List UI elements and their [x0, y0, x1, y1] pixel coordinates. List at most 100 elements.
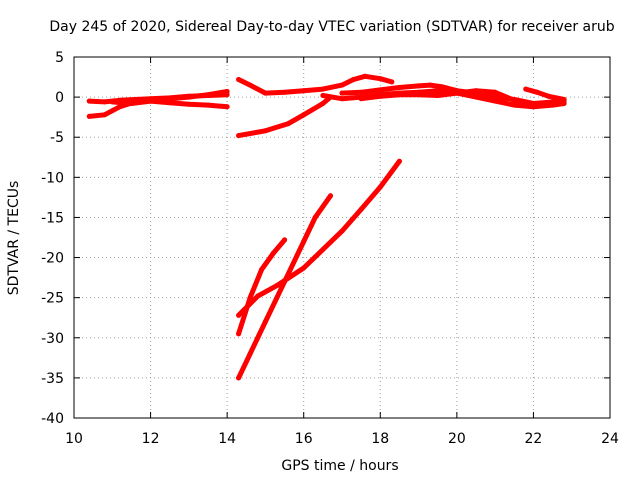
data-point: [320, 86, 326, 92]
x-tick-label: 24: [601, 431, 619, 447]
data-point: [377, 184, 383, 190]
series-line-arc-5: [236, 94, 333, 139]
y-tick-label: -40: [41, 411, 64, 427]
data-point: [236, 331, 242, 337]
series-line-arc-8: [358, 88, 536, 108]
data-point: [247, 82, 253, 88]
data-point: [186, 94, 192, 100]
y-tick-label: 5: [55, 50, 64, 66]
data-point: [530, 102, 536, 108]
data-point: [301, 112, 307, 118]
x-tick-label: 16: [295, 431, 313, 447]
data-point: [236, 312, 242, 318]
data-point: [247, 295, 253, 301]
data-point: [262, 128, 268, 134]
data-point: [117, 104, 123, 110]
data-point: [148, 98, 154, 104]
y-tick-label: -5: [50, 130, 64, 146]
axis-ticks: 10 12 14 16 18 20 22 24 5 0 -5 -10 -15 -20 -25 -30 -35 -4…: [41, 50, 619, 447]
data-point: [511, 97, 517, 103]
data-point: [473, 88, 479, 94]
y-tick-label: -25: [41, 291, 64, 307]
data-point: [377, 76, 383, 82]
data-point: [285, 121, 291, 127]
data-point: [339, 228, 345, 234]
data-point: [416, 92, 422, 98]
data-point: [301, 88, 307, 94]
data-point: [534, 89, 540, 95]
data-point: [109, 99, 115, 105]
y-tick-label: -35: [41, 371, 64, 387]
data-point: [427, 82, 433, 88]
data-point: [236, 77, 242, 82]
data-point: [236, 133, 242, 139]
data-point: [358, 89, 364, 95]
data-point: [377, 93, 383, 99]
data-point: [435, 88, 441, 94]
data-point: [282, 237, 288, 243]
y-tick-label: -15: [41, 210, 64, 226]
data-point: [262, 319, 268, 325]
x-tick-label: 14: [218, 431, 236, 447]
data-point: [320, 101, 326, 106]
data-point: [102, 112, 108, 118]
data-point: [186, 101, 192, 107]
chart-title: Day 245 of 2020, Sidereal Day-to-day VTE…: [49, 19, 614, 35]
data-point: [358, 206, 364, 212]
data-point: [205, 102, 211, 108]
plot-frame: [73, 56, 611, 419]
data-point: [396, 85, 402, 90]
data-point: [102, 99, 108, 105]
y-tick-label: 0: [55, 90, 64, 106]
data-point: [339, 96, 345, 102]
y-tick-label: -30: [41, 331, 64, 347]
data-point: [205, 92, 211, 98]
x-tick-label: 12: [142, 431, 160, 447]
x-tick-label: 22: [525, 431, 543, 447]
data-point: [396, 158, 402, 164]
data-point: [301, 265, 307, 271]
x-tick-label: 20: [448, 431, 466, 447]
data-point: [259, 267, 265, 273]
data-point: [128, 101, 134, 106]
data-point: [492, 98, 498, 104]
data-point: [454, 90, 460, 96]
y-tick-label: -20: [41, 251, 64, 267]
data-point: [282, 89, 288, 95]
data-point: [236, 375, 242, 381]
data-series: [86, 73, 567, 381]
data-point: [262, 90, 268, 96]
data-point: [312, 214, 318, 220]
data-point: [301, 239, 307, 244]
series-line-arc-10: [236, 158, 402, 318]
data-point: [339, 90, 345, 96]
series-line-arc-9: [523, 86, 567, 102]
data-point: [561, 97, 567, 102]
data-point: [546, 93, 552, 99]
data-point: [339, 82, 345, 88]
data-point: [247, 351, 253, 357]
data-point: [86, 113, 92, 119]
data-point: [274, 283, 280, 289]
data-point: [523, 86, 529, 92]
data-point: [224, 89, 230, 94]
data-point: [282, 279, 288, 285]
data-point: [167, 100, 173, 106]
data-point: [439, 84, 444, 90]
data-point: [358, 96, 364, 102]
y-tick-label: -10: [41, 170, 64, 186]
data-point: [416, 83, 422, 89]
data-point: [492, 89, 498, 95]
x-axis-label: GPS time / hours: [281, 458, 398, 474]
grid: [74, 57, 610, 418]
data-point: [362, 73, 368, 79]
y-axis-label: SDTVAR / TECUs: [6, 181, 22, 296]
data-point: [320, 93, 326, 98]
data-point: [377, 87, 383, 93]
data-point: [167, 96, 173, 102]
x-tick-label: 18: [371, 431, 389, 447]
data-point: [492, 94, 498, 100]
data-point: [511, 102, 517, 108]
data-point: [396, 92, 402, 98]
